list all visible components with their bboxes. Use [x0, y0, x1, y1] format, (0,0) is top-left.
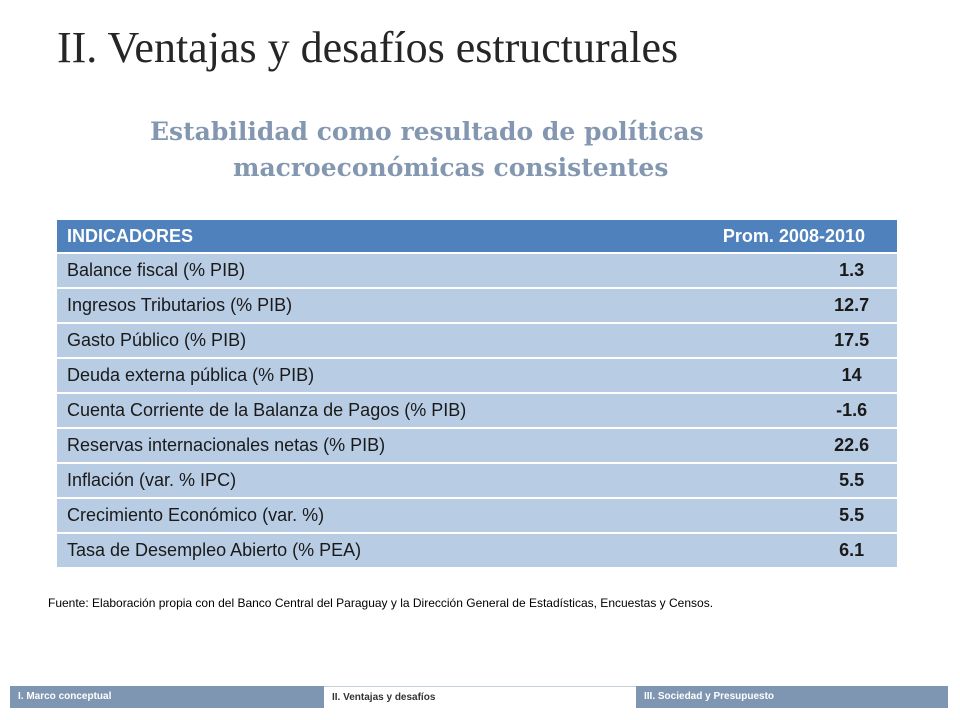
indicator-name: Crecimiento Económico (var. %): [57, 498, 477, 534]
section-navigation: I. Marco conceptual II. Ventajas y desaf…: [10, 686, 948, 708]
table-row: Ingresos Tributarios (% PIB) 12.7: [57, 288, 897, 324]
indicator-name: Reservas internacionales netas (% PIB): [57, 428, 477, 464]
header-indicators: INDICADORES: [57, 220, 477, 254]
indicator-value: 5.5: [476, 463, 897, 499]
indicator-name: Ingresos Tributarios (% PIB): [57, 288, 477, 324]
table-row: Cuenta Corriente de la Balanza de Pagos …: [57, 393, 897, 429]
table-header-row: INDICADORES Prom. 2008-2010: [57, 220, 897, 254]
indicator-name: Balance fiscal (% PIB): [57, 253, 477, 289]
table-row: Deuda externa pública (% PIB) 14: [57, 358, 897, 394]
slide-subtitle: Estabilidad como resultado de políticas …: [140, 114, 830, 186]
nav-tab-marco-conceptual[interactable]: I. Marco conceptual: [10, 686, 324, 708]
indicator-name: Deuda externa pública (% PIB): [57, 358, 477, 394]
nav-tab-ventajas-desafios[interactable]: II. Ventajas y desafíos: [324, 686, 636, 708]
subtitle-line-1: Estabilidad como resultado de políticas: [150, 117, 704, 146]
table-row: Reservas internacionales netas (% PIB) 2…: [57, 428, 897, 464]
indicator-name: Tasa de Desempleo Abierto (% PEA): [57, 533, 477, 569]
indicator-value: -1.6: [476, 393, 897, 429]
indicator-value: 12.7: [476, 288, 897, 324]
indicator-value: 14: [476, 358, 897, 394]
table-row: Inflación (var. % IPC) 5.5: [57, 463, 897, 499]
table-row: Gasto Público (% PIB) 17.5: [57, 323, 897, 359]
source-note: Fuente: Elaboración propia con del Banco…: [48, 596, 714, 610]
subtitle-line-2: macroeconómicas consistentes: [233, 153, 669, 182]
table-row: Crecimiento Económico (var. %) 5.5: [57, 498, 897, 534]
indicator-value: 17.5: [476, 323, 897, 359]
nav-tab-sociedad-presupuesto[interactable]: III. Sociedad y Presupuesto: [636, 686, 948, 708]
slide-title: II. Ventajas y desafíos estructurales: [57, 23, 679, 72]
indicator-value: 6.1: [476, 533, 897, 569]
header-average: Prom. 2008-2010: [476, 220, 897, 254]
indicator-value: 1.3: [476, 253, 897, 289]
indicator-value: 22.6: [476, 428, 897, 464]
indicator-value: 5.5: [476, 498, 897, 534]
table-row: Tasa de Desempleo Abierto (% PEA) 6.1: [57, 533, 897, 569]
indicator-name: Gasto Público (% PIB): [57, 323, 477, 359]
indicator-name: Inflación (var. % IPC): [57, 463, 477, 499]
indicator-name: Cuenta Corriente de la Balanza de Pagos …: [57, 393, 477, 429]
indicators-table: INDICADORES Prom. 2008-2010 Balance fisc…: [57, 220, 897, 569]
table-row: Balance fiscal (% PIB) 1.3: [57, 253, 897, 289]
